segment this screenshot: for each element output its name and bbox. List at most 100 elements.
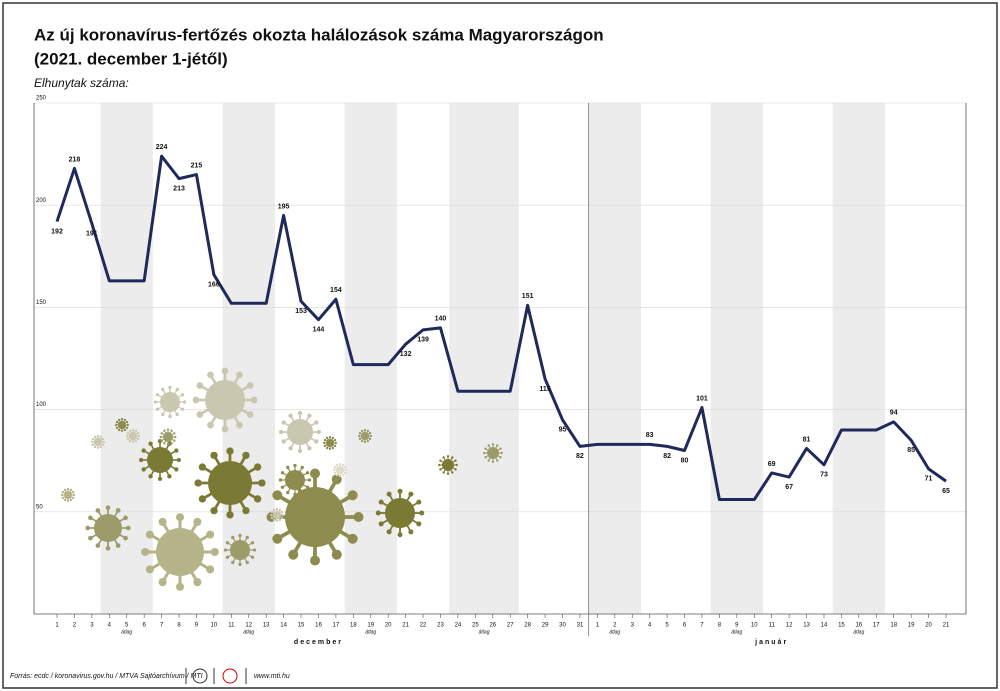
virus-tip: [275, 508, 279, 511]
virus-tip: [331, 436, 335, 440]
x-tick-label: 26: [489, 623, 496, 629]
virus-tip: [88, 515, 93, 521]
x-tick-label: 9: [195, 623, 199, 629]
virus-icon: [266, 468, 364, 566]
virus-body: [336, 466, 344, 474]
virus-tip: [159, 435, 162, 439]
virus-icon: [358, 429, 372, 443]
virus-tip: [442, 471, 445, 474]
virus-tip: [246, 411, 254, 418]
virus-tip: [333, 444, 337, 448]
virus-tip: [484, 447, 487, 450]
virus-tip: [117, 418, 121, 422]
virus-tip: [120, 429, 124, 432]
x-tick-label: 14: [280, 623, 287, 629]
data-label: 101: [696, 395, 708, 402]
virus-tip: [307, 413, 312, 418]
virus-tip: [194, 479, 202, 487]
virus-tip: [286, 490, 290, 495]
virus-tip: [128, 429, 132, 433]
virus-tip: [155, 393, 160, 397]
band-label: átlag: [609, 629, 620, 635]
virus-tip: [231, 535, 235, 540]
virus-icon: [85, 505, 131, 551]
band-label: átlag: [243, 629, 254, 635]
virus-tip: [335, 463, 339, 467]
y-tick-label: 200: [36, 198, 47, 204]
virus-tip: [281, 513, 284, 517]
virus-body: [273, 511, 281, 519]
virus-body: [230, 540, 250, 560]
chart-title: Az új koronavírus-fertőzés okozta halálo…: [34, 25, 604, 44]
x-tick-label: 3: [631, 623, 635, 629]
virus-tip: [258, 479, 266, 487]
virus-tip: [331, 549, 342, 560]
virus-icon: [126, 429, 140, 443]
virus-tip: [193, 517, 202, 526]
virus-icon: [323, 436, 337, 450]
decoration: [61, 367, 503, 591]
virus-tip: [173, 439, 176, 442]
virus-tip: [158, 517, 167, 526]
x-tick-label: 15: [838, 623, 845, 629]
x-tick-label: 9: [735, 623, 739, 629]
x-tick-label: 23: [437, 623, 444, 629]
virus-tip: [496, 459, 499, 462]
virus-tip: [331, 474, 342, 485]
x-tick-label: 27: [507, 623, 514, 629]
virus-icon: [483, 443, 503, 463]
virus-tip: [419, 510, 425, 516]
x-tick-label: 4: [108, 623, 112, 629]
x-tick-label: 13: [803, 623, 810, 629]
virus-tip: [123, 418, 127, 422]
virus-tip: [226, 447, 234, 455]
virus-tip: [378, 521, 384, 527]
virus-tip: [126, 431, 130, 435]
virus-tip: [198, 495, 207, 503]
virus-icon: [270, 508, 284, 522]
virus-body: [487, 447, 499, 459]
data-label: 82: [576, 453, 584, 460]
virus-tip: [176, 582, 184, 591]
data-label: 191: [86, 230, 98, 237]
x-tick-label: 18: [350, 623, 357, 629]
data-label: 80: [681, 457, 689, 464]
x-tick-label: 6: [142, 623, 146, 629]
virus-tip: [101, 443, 105, 447]
x-tick-label: 16: [855, 623, 862, 629]
virus-tip: [141, 467, 146, 472]
virus-tip: [85, 525, 91, 531]
virus-tip: [115, 423, 118, 427]
virus-tip: [333, 465, 337, 469]
virus-tip: [338, 463, 342, 466]
virus-tip: [157, 476, 163, 482]
virus-tip: [136, 431, 140, 435]
virus-tip: [131, 440, 135, 443]
virus-tip: [242, 506, 250, 515]
virus-tip: [451, 456, 454, 459]
band-label: átlag: [365, 629, 376, 635]
data-label: 115: [539, 386, 550, 393]
virus-tip: [193, 578, 202, 587]
virus-tip: [221, 367, 229, 375]
x-tick-label: 19: [367, 623, 374, 629]
virus-tip: [166, 443, 170, 446]
x-tick-label: 1: [55, 623, 59, 629]
virus-tip: [115, 508, 121, 513]
virus-tip: [125, 426, 129, 430]
virus-tip: [358, 434, 361, 438]
virus-icon: [141, 513, 219, 591]
virus-icon: [223, 533, 257, 567]
virus-tip: [168, 414, 172, 419]
virus-body: [160, 392, 180, 412]
virus-tip: [236, 421, 243, 429]
virus-body: [361, 432, 369, 440]
x-tick-label: 8: [177, 623, 181, 629]
y-tick-label: 100: [36, 402, 47, 408]
virus-tip: [225, 555, 230, 559]
virus-tip: [416, 499, 422, 505]
axes: [33, 103, 967, 615]
virus-tip: [61, 496, 65, 500]
virus-tip: [128, 439, 132, 443]
data-label: 166: [208, 282, 220, 289]
